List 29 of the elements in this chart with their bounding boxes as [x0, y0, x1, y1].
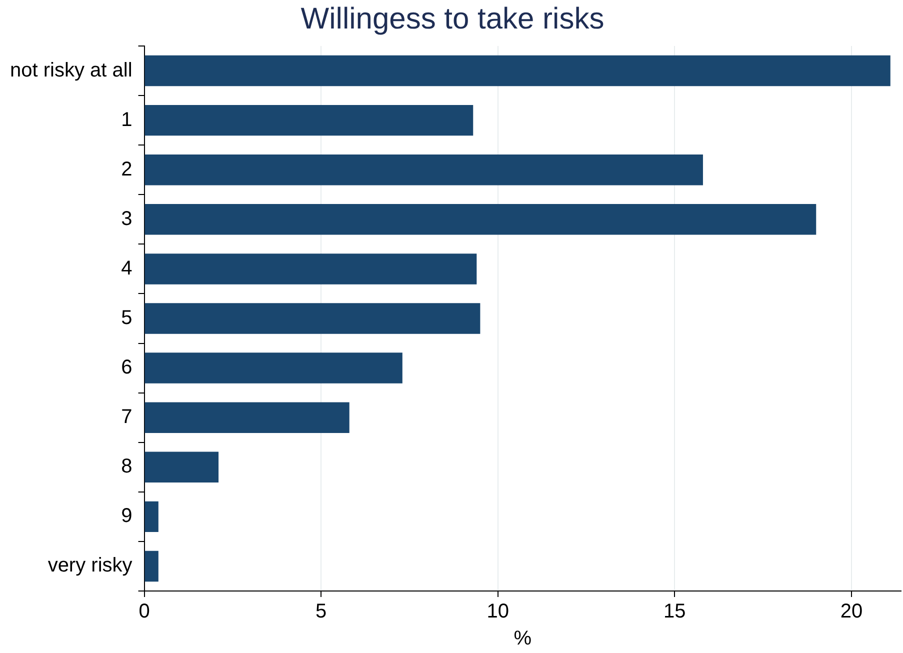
y-tick-label: 2 [121, 158, 132, 180]
bar [144, 55, 890, 86]
y-tick-label: 4 [121, 257, 132, 280]
bar [144, 154, 703, 186]
bar [144, 254, 477, 284]
x-tick-label: 20 [840, 600, 863, 623]
bar [144, 352, 402, 384]
x-tick-label: 10 [486, 600, 510, 623]
y-tick-label: 8 [121, 456, 132, 478]
y-tick-label: 6 [121, 356, 132, 379]
bar [144, 550, 158, 582]
y-tick-label: very risky [48, 554, 132, 577]
bar [144, 303, 480, 334]
bar [144, 104, 474, 136]
y-tick-label: 1 [121, 108, 132, 131]
y-tick-label: 9 [121, 505, 132, 528]
bar [144, 452, 219, 482]
bar [144, 402, 350, 433]
x-tick-label: 15 [664, 600, 686, 623]
bar [144, 501, 158, 532]
chart-title: Willingess to take risks [300, 2, 604, 36]
x-tick-label: 5 [316, 600, 327, 623]
y-tick-label: 3 [121, 208, 132, 230]
y-tick-label: 5 [121, 307, 132, 330]
y-tick-label: 7 [121, 406, 132, 428]
x-axis-title: % [514, 628, 532, 650]
y-tick-label: not risky at all [10, 59, 132, 82]
x-tick-label: 0 [138, 600, 150, 623]
bar [144, 204, 816, 235]
